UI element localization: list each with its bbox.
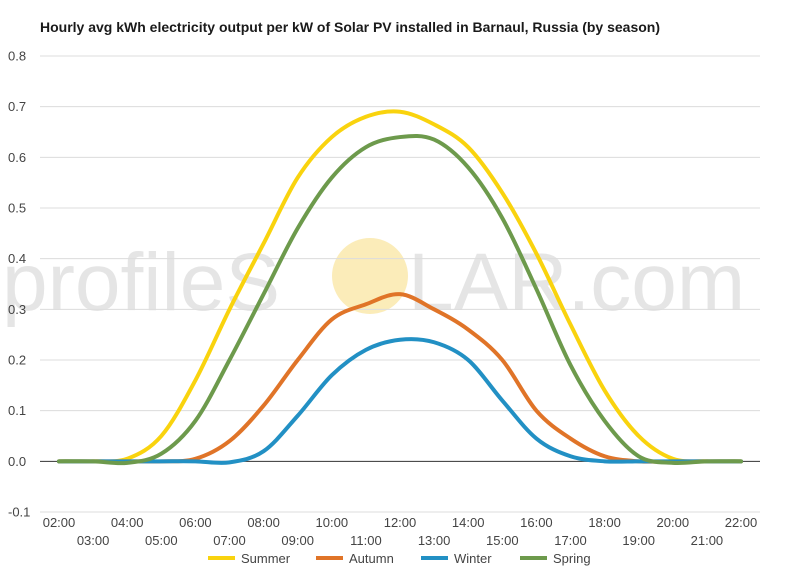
y-tick-label: 0.7 (8, 99, 26, 114)
x-tick-label: 03:00 (77, 533, 110, 548)
legend-item-spring: Spring (520, 551, 591, 566)
series-line-spring (57, 133, 743, 466)
x-tick-label: 19:00 (622, 533, 655, 548)
y-tick-label: 0.5 (8, 201, 26, 216)
x-tick-label: 09:00 (281, 533, 314, 548)
x-tick-label: 17:00 (554, 533, 587, 548)
legend-item-winter: Winter (421, 551, 492, 566)
x-tick-label: 05:00 (145, 533, 178, 548)
x-tick-label: 18:00 (588, 515, 621, 530)
series-line-winter (57, 337, 743, 465)
y-tick-label: 0.6 (8, 150, 26, 165)
x-tick-label: 08:00 (247, 515, 280, 530)
chart-title: Hourly avg kWh electricity output per kW… (40, 19, 661, 35)
x-tick-label: 20:00 (657, 515, 690, 530)
x-axis: 02:0003:0004:0005:0006:0007:0008:0009:00… (43, 515, 758, 548)
y-tick-label: -0.1 (8, 505, 30, 520)
x-tick-label: 04:00 (111, 515, 144, 530)
x-tick-label: 10:00 (316, 515, 349, 530)
x-tick-label: 15:00 (486, 533, 519, 548)
legend-item-autumn: Autumn (316, 551, 394, 566)
series-group (57, 109, 743, 466)
watermark: profileS LAR.com (2, 237, 745, 328)
watermark-text-left: profileS (2, 237, 280, 328)
x-tick-label: 13:00 (418, 533, 451, 548)
legend-item-summer: Summer (208, 551, 291, 566)
y-axis: -0.1 0.0 0.1 0.2 0.3 0.4 0.5 0.6 0.7 0.8 (8, 49, 30, 520)
legend-label: Summer (241, 551, 291, 566)
y-tick-label: 0.2 (8, 353, 26, 368)
x-tick-label: 11:00 (350, 533, 382, 548)
y-tick-label: 0.1 (8, 403, 26, 418)
x-tick-label: 21:00 (691, 533, 724, 548)
series-line-summer (57, 109, 743, 464)
x-tick-label: 14:00 (452, 515, 485, 530)
x-tick-label: 16:00 (520, 515, 553, 530)
y-tick-label: 0.0 (8, 454, 26, 469)
y-tick-label: 0.8 (8, 49, 26, 64)
watermark-text-right: LAR.com (408, 237, 745, 328)
y-tick-label: 0.4 (8, 251, 26, 266)
x-tick-label: 12:00 (384, 515, 417, 530)
legend-label: Autumn (349, 551, 394, 566)
legend: Summer Autumn Winter Spring (208, 551, 591, 566)
x-tick-label: 02:00 (43, 515, 76, 530)
y-tick-label: 0.3 (8, 302, 26, 317)
x-tick-label: 06:00 (179, 515, 212, 530)
x-tick-label: 22:00 (725, 515, 758, 530)
x-tick-label: 07:00 (213, 533, 246, 548)
legend-label: Winter (454, 551, 492, 566)
legend-label: Spring (553, 551, 591, 566)
